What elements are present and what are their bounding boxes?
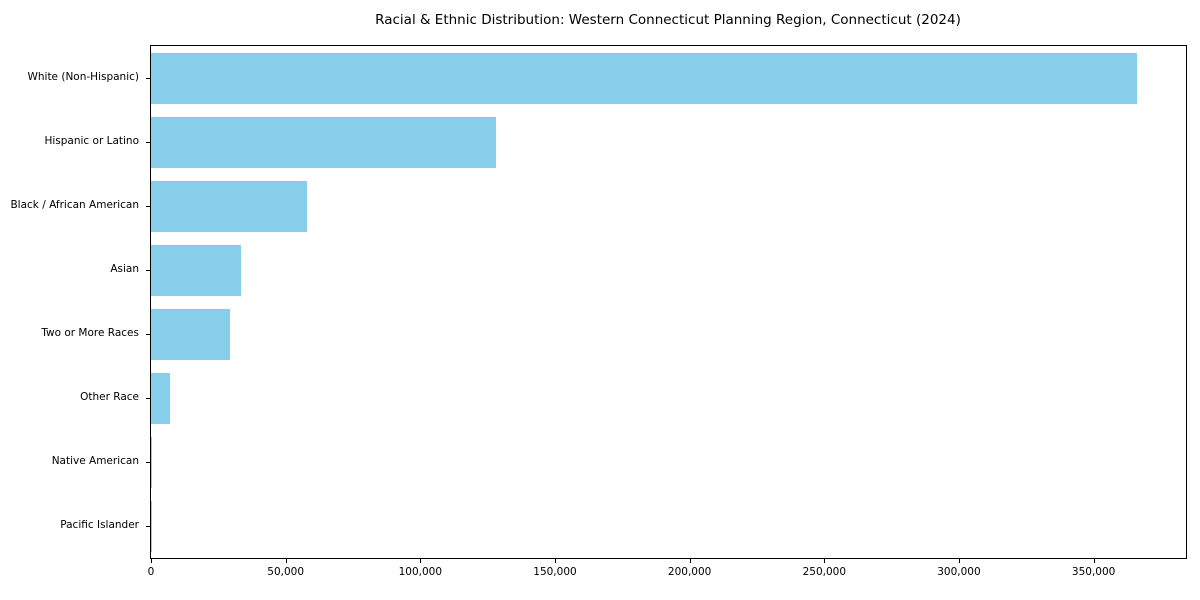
x-tick-mark xyxy=(1093,559,1095,563)
bar xyxy=(151,116,496,168)
y-tick-label: Two or More Races xyxy=(41,327,139,339)
y-tick-mark xyxy=(146,270,150,271)
y-tick-label: White (Non-Hispanic) xyxy=(27,71,139,83)
y-tick-label: Asian xyxy=(110,263,139,275)
x-tick-label: 350,000 xyxy=(1071,566,1116,578)
y-tick-label: Black / African American xyxy=(10,199,139,211)
bar xyxy=(151,372,170,424)
chart-title: Racial & Ethnic Distribution: Western Co… xyxy=(375,12,961,28)
y-tick-mark xyxy=(146,462,150,463)
y-tick-mark xyxy=(146,334,150,335)
y-tick-label: Native American xyxy=(51,455,139,467)
plot-area: White (Non-Hispanic) Hispanic or Latino Bl… xyxy=(10,45,1187,578)
bar xyxy=(151,52,1137,104)
bar xyxy=(151,244,242,296)
y-tick-mark xyxy=(146,142,150,143)
y-tick-label: Other Race xyxy=(80,391,139,403)
x-tick-mark xyxy=(554,559,556,563)
x-tick-mark xyxy=(824,559,826,563)
x-tick-label: 300,000 xyxy=(937,566,981,578)
bar xyxy=(151,308,231,360)
x-tick-label: 200,000 xyxy=(667,566,712,578)
bar xyxy=(151,436,153,488)
x-tick-mark xyxy=(420,559,422,563)
y-tick-mark xyxy=(146,526,150,527)
x-tick-mark xyxy=(285,559,287,563)
x-tick-mark xyxy=(151,559,152,563)
y-tick-mark xyxy=(146,78,150,79)
x-tick-mark xyxy=(958,559,960,563)
x-tick-label: 250,000 xyxy=(802,566,847,578)
x-tick-mark xyxy=(689,559,691,563)
x-tick-label: 100,000 xyxy=(398,566,443,578)
bar xyxy=(151,180,308,232)
y-tick-mark xyxy=(146,206,150,207)
x-tick-label: 150,000 xyxy=(533,566,577,578)
x-tick-label: 0 xyxy=(147,566,155,578)
y-tick-label: Pacific Islander xyxy=(60,519,139,531)
y-tick-label: Hispanic or Latino xyxy=(44,135,139,147)
x-tick-label: 50,000 xyxy=(267,566,305,578)
y-tick-mark xyxy=(146,398,150,399)
